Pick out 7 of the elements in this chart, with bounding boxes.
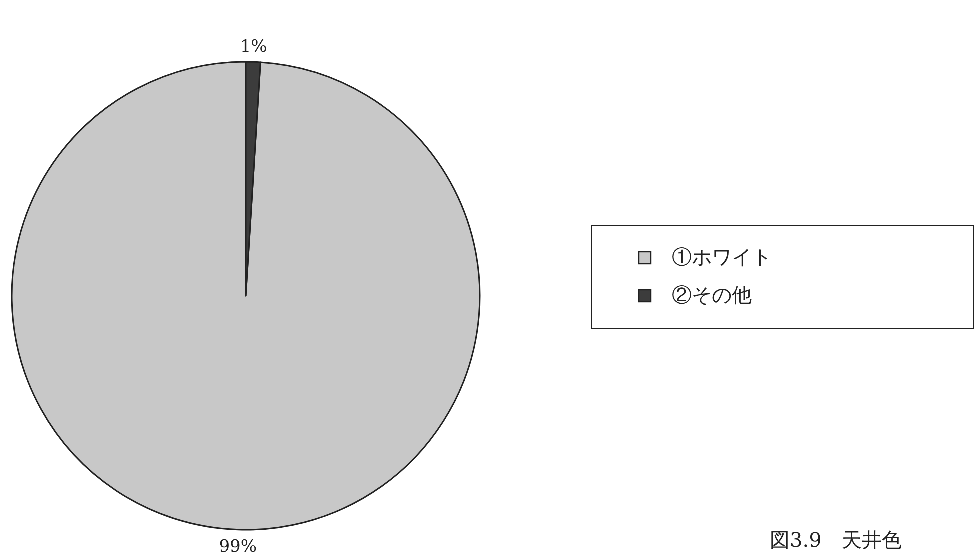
legend-label: ②その他 [672,283,752,307]
slice: 1% [240,37,268,297]
caption: 図3.9 天井色 [770,528,902,552]
data-label: 99% [219,536,258,557]
data-label: 1% [240,37,268,58]
pie-slice [245,61,262,297]
legend-label: ①ホワイト [672,245,772,269]
